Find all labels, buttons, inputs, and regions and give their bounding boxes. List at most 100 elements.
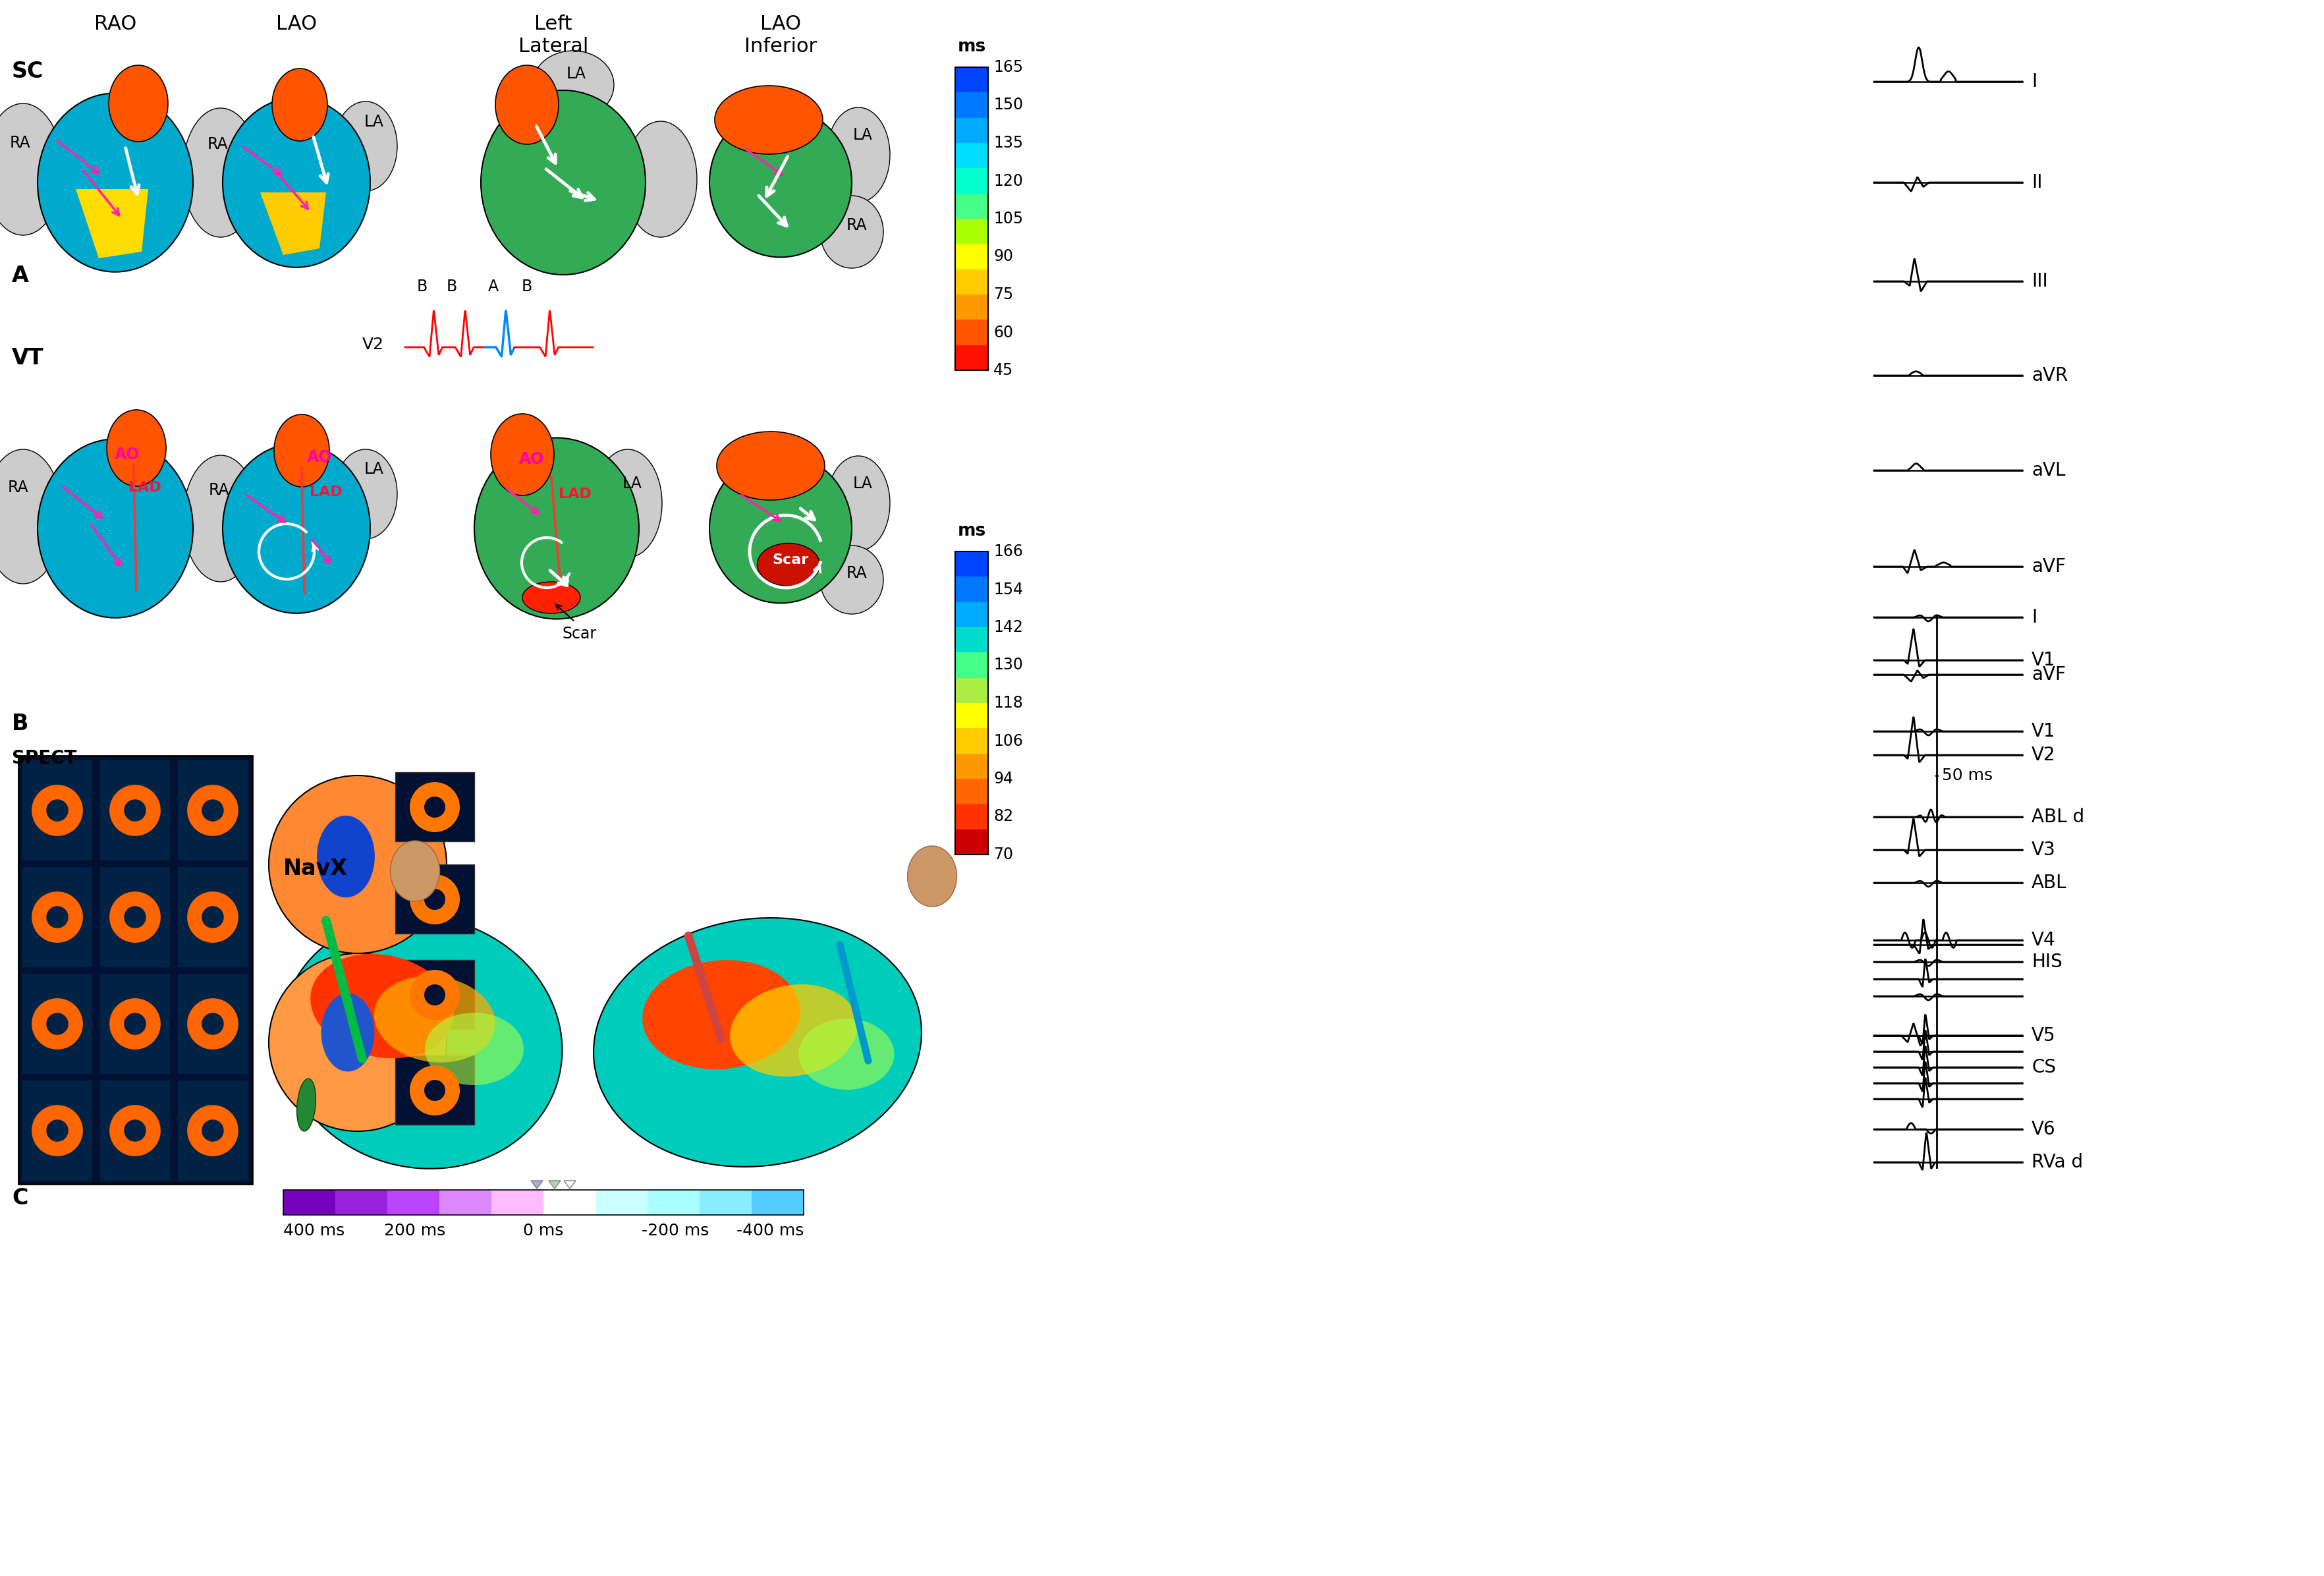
Text: A: A [488,279,500,295]
Text: RA: RA [846,566,867,582]
Ellipse shape [316,816,374,897]
Text: C: C [12,1187,28,1209]
Bar [100,760,170,860]
Ellipse shape [321,993,374,1072]
Text: Left
Lateral: Left Lateral [518,14,588,55]
Text: LAO: LAO [277,14,316,33]
Text: -200 ms: -200 ms [641,1223,709,1239]
Ellipse shape [820,195,883,268]
Ellipse shape [474,438,639,619]
Bar [955,244,988,269]
Ellipse shape [390,840,439,901]
Bar [23,760,93,860]
Text: SC: SC [12,60,44,82]
Ellipse shape [490,414,553,495]
Ellipse shape [820,545,883,615]
Text: LA: LA [623,476,641,492]
Bar [955,269,988,295]
Bar [23,974,93,1073]
Polygon shape [125,906,146,928]
Text: -400 ms: -400 ms [737,1223,804,1239]
Text: I: I [2031,72,2036,91]
Polygon shape [202,1121,223,1141]
Text: III: III [2031,273,2047,290]
Polygon shape [33,785,81,835]
Ellipse shape [730,985,858,1076]
Circle shape [409,875,460,925]
Polygon shape [46,801,67,821]
Ellipse shape [272,68,328,140]
Text: 60: 60 [992,325,1013,340]
Ellipse shape [184,109,258,238]
Text: A: A [12,265,28,287]
Text: 154: 154 [992,582,1023,597]
Polygon shape [202,801,223,821]
Text: 120: 120 [992,173,1023,189]
Bar [335,1190,388,1215]
Ellipse shape [758,544,820,586]
Text: B: B [416,279,428,295]
Text: V6: V6 [2031,1121,2057,1138]
Polygon shape [109,1105,160,1155]
Bar [955,804,988,829]
Text: V5: V5 [2031,1026,2057,1045]
Circle shape [270,953,446,1132]
Text: V1: V1 [2031,651,2057,670]
Text: 75: 75 [992,287,1013,303]
Ellipse shape [109,65,167,142]
Bar [955,779,988,804]
Polygon shape [125,801,146,821]
Text: 118: 118 [992,695,1023,711]
Text: LA: LA [567,66,586,82]
Ellipse shape [906,846,957,906]
Text: CS: CS [2031,1057,2057,1076]
Ellipse shape [641,960,799,1069]
Bar [284,1190,804,1215]
Ellipse shape [827,107,890,202]
Text: 106: 106 [992,733,1023,749]
Bar [955,93,988,118]
Bar [955,602,988,627]
Circle shape [270,775,446,953]
Text: RA: RA [7,479,28,495]
Text: AO: AO [518,451,544,466]
Circle shape [425,985,446,1005]
Ellipse shape [523,582,581,613]
Text: 45: 45 [992,362,1013,378]
Text: SPECT: SPECT [12,749,77,768]
Text: LA: LA [853,476,874,492]
Text: V4: V4 [2031,931,2057,949]
Polygon shape [46,906,67,928]
Bar [955,577,988,602]
Bar [955,169,988,194]
Bar [388,1190,439,1215]
Text: AO: AO [307,449,332,465]
Ellipse shape [281,916,562,1169]
Bar [284,1190,335,1215]
Ellipse shape [374,976,495,1062]
Text: LA: LA [365,113,383,129]
Text: B: B [523,279,532,295]
Text: LAD: LAD [309,485,342,498]
Ellipse shape [716,85,823,154]
Polygon shape [33,892,81,942]
Bar [955,627,988,652]
Bar [751,1190,804,1215]
Bar [395,1056,474,1125]
Bar [100,1081,170,1180]
Polygon shape [202,906,223,928]
Ellipse shape [184,455,258,582]
Ellipse shape [107,410,165,487]
Circle shape [425,796,446,818]
Text: 130: 130 [992,657,1023,673]
Bar [395,864,474,933]
Ellipse shape [481,90,646,274]
Text: 105: 105 [992,211,1023,227]
Bar [955,68,988,370]
Bar [955,194,988,219]
Bar [179,760,249,860]
Polygon shape [46,1013,67,1034]
Ellipse shape [425,1013,523,1086]
Text: aVF: aVF [2031,558,2066,575]
Text: RA: RA [209,482,230,498]
